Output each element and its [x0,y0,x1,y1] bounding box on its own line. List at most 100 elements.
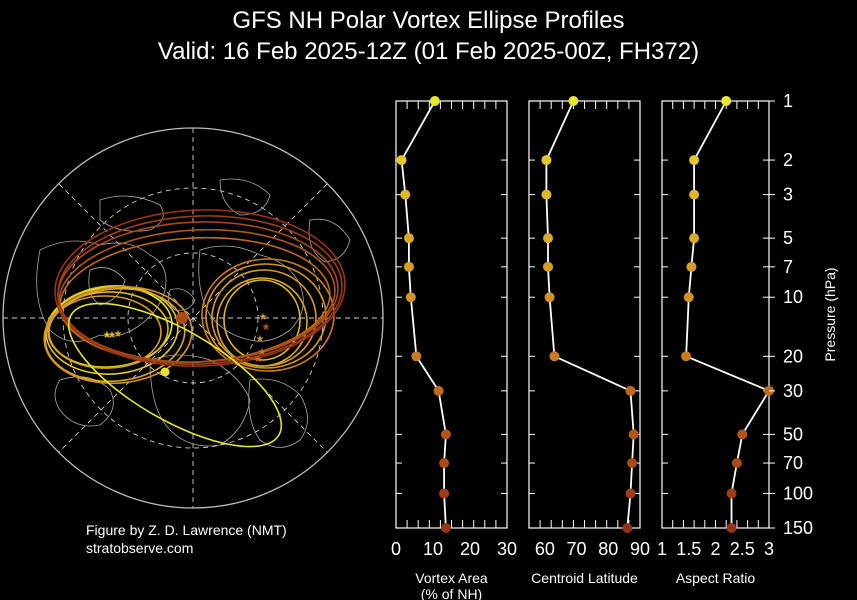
y-tick-label: 150 [783,518,813,538]
profile-point [683,292,694,303]
x-tick-label: 1 [657,539,667,559]
x-axis-label: Aspect Ratio [676,570,756,586]
profile-point [541,189,552,200]
x-axis-label: Vortex Area [415,570,488,586]
panel-frame [661,100,770,529]
profile-point [625,385,636,396]
y-tick-label: 1 [783,91,793,111]
profile-panel-centroid-latitude: 60 70 80 90 Centroid Latitude [528,96,650,586]
vortex-ellipse [57,215,343,365]
profile-point [568,96,579,106]
vortex-center-marker: ★ [256,334,265,345]
vortex-ellipse [43,285,193,385]
y-tick-label: 2 [783,150,793,170]
profile-point [622,523,633,533]
vortex-centers: ★★★★★★★★ [103,312,271,377]
vortex-center-marker [160,367,170,377]
x-tick-label: 70 [567,539,587,559]
y-tick-label: 100 [783,483,813,503]
vortex-center-marker: ★ [262,322,271,333]
profile-point [433,385,444,396]
x-axis-label: Centroid Latitude [531,570,638,586]
profile-point [541,155,552,166]
profile-point [440,523,451,533]
x-tick-label: 30 [497,539,517,559]
x-tick-label: 1.5 [676,539,701,559]
profile-point [737,429,748,440]
profile-point [721,96,732,106]
profile-point [543,261,554,272]
profile-point [440,429,451,440]
vortex-center-marker [176,312,188,324]
vortex-ellipse [223,279,301,361]
vortex-ellipse [211,269,317,367]
profile-point [628,429,639,440]
y-tick-label: 3 [783,185,793,205]
profile-point [429,96,440,106]
profile-point [405,292,416,303]
profile-point [439,488,450,499]
profile-point [731,458,742,469]
vortex-ellipse [54,209,346,367]
x-tick-label: 3 [764,539,774,559]
vortex-ellipse [48,295,162,369]
vortex-center-marker: ★ [259,312,268,323]
profile-point [726,523,737,533]
credit-block: Figure by Z. D. Lawrence (NMT) stratobse… [86,521,287,557]
x-tick-label: 0 [391,539,401,559]
profile-point [627,458,638,469]
profile-line [685,100,771,528]
x-tick-label: 60 [535,539,555,559]
profile-line [545,100,635,529]
x-tick-label: 2.5 [730,539,755,559]
credit-website: stratobserve.com [86,540,194,556]
polar-map: ★★★★★★★★ [2,127,384,509]
y-tick-label: 5 [783,228,793,248]
vortex-ellipses [43,209,346,448]
meridian-line [58,183,328,453]
profile-point [396,155,407,166]
profile-point [625,488,636,499]
profile-point [681,351,692,362]
vortex-ellipse [67,302,283,448]
x-tick-label: 2 [710,539,720,559]
profile-point [403,233,414,244]
profile-point [400,189,411,200]
x-axis-label: (% of NH) [421,586,482,600]
y-tick-label: 30 [783,381,803,401]
vortex-center-marker: ★ [254,354,263,365]
vortex-center-marker: ★ [258,347,267,358]
vortex-center-marker: ★ [103,330,112,341]
profile-point [439,458,450,469]
chart-title: GFS NH Polar Vortex Ellipse Profiles [232,7,625,34]
profile-point [411,351,422,362]
y-tick-label: 50 [783,424,803,444]
profile-point [689,233,700,244]
y-tick-label: 7 [783,257,793,277]
profile-panel-aspect-ratio: 1 1.5 2 2.5 3 Aspect Ratio 1 2 3 5 7 10 20 30 50 70 100 1… [657,91,838,586]
vortex-ellipse [44,287,186,383]
y-tick-label: 20 [783,346,803,366]
profile-point [543,233,554,244]
vortex-center-marker: ★ [108,330,117,341]
x-tick-label: 10 [423,539,443,559]
x-tick-label: 20 [460,539,480,559]
profile-point [689,155,700,166]
profile-point [403,261,414,272]
profile-point [686,261,697,272]
x-tick-label: 90 [630,539,650,559]
y-tick-label: 70 [783,453,803,473]
profile-point [689,189,700,200]
chart-subtitle: Valid: 16 Feb 2025-12Z (01 Feb 2025-00Z,… [157,38,700,65]
profile-panel-vortex-area: 0 10 20 30 Vortex Area(% of NH) [391,96,517,600]
y-tick-label: 10 [783,287,803,307]
x-tick-label: 80 [598,539,618,559]
profile-point [549,351,560,362]
y-axis-label: Pressure (hPa) [822,267,838,361]
profile-point [544,292,555,303]
credit-author: Figure by Z. D. Lawrence (NMT) [86,522,287,538]
profile-point [726,488,737,499]
profile-line [400,100,447,529]
vortex-center-marker: ★ [114,329,123,340]
